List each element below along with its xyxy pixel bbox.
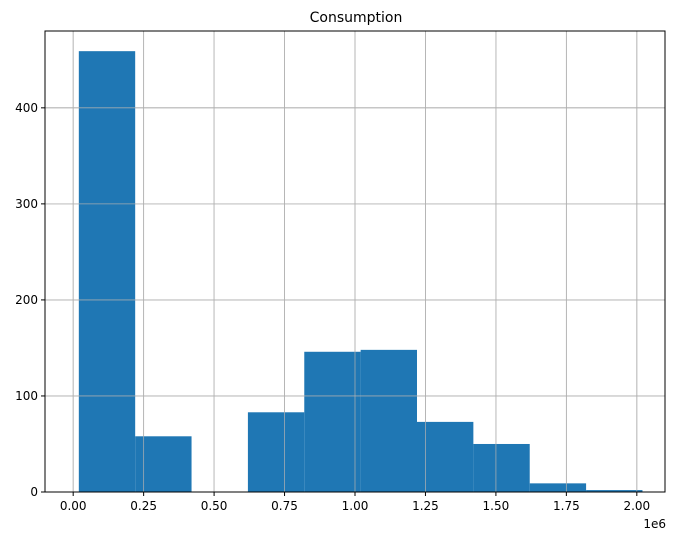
histogram-bar bbox=[78, 51, 136, 492]
x-offset-label: 1e6 bbox=[643, 517, 666, 531]
chart-title: Consumption bbox=[310, 10, 403, 26]
x-tick-label: 0.25 bbox=[130, 499, 157, 513]
x-tick-label: 2.00 bbox=[623, 499, 650, 513]
y-tick-label: 200 bbox=[15, 293, 38, 307]
axes bbox=[41, 30, 666, 496]
histogram-bar bbox=[135, 436, 192, 492]
x-tick-label: 1.75 bbox=[553, 499, 580, 513]
histogram-bar bbox=[586, 490, 643, 492]
y-tick-label: 0 bbox=[30, 485, 38, 499]
histogram-bar bbox=[417, 421, 474, 492]
x-tick-label: 0.50 bbox=[201, 499, 228, 513]
x-tick-label: 0.00 bbox=[60, 499, 87, 513]
x-tick-label: 0.75 bbox=[271, 499, 298, 513]
histogram-bar bbox=[529, 483, 587, 492]
x-tick-label: 1.50 bbox=[483, 499, 510, 513]
histogram-bar bbox=[473, 443, 530, 492]
histogram-bar bbox=[247, 412, 305, 492]
histogram-bar bbox=[304, 351, 361, 492]
histogram-bars bbox=[45, 31, 665, 493]
y-tick-label: 300 bbox=[15, 197, 38, 211]
x-tick-label: 1.25 bbox=[412, 499, 439, 513]
y-tick-label: 100 bbox=[15, 389, 38, 403]
y-tick-label: 400 bbox=[15, 101, 38, 115]
histogram-bar bbox=[360, 349, 417, 492]
tick-labels: 0.00 0.25 0.50 0.75 1.00 1.25 1.50 1.75 2.00 0 100… bbox=[15, 101, 650, 513]
x-tick-label: 1.00 bbox=[342, 499, 369, 513]
